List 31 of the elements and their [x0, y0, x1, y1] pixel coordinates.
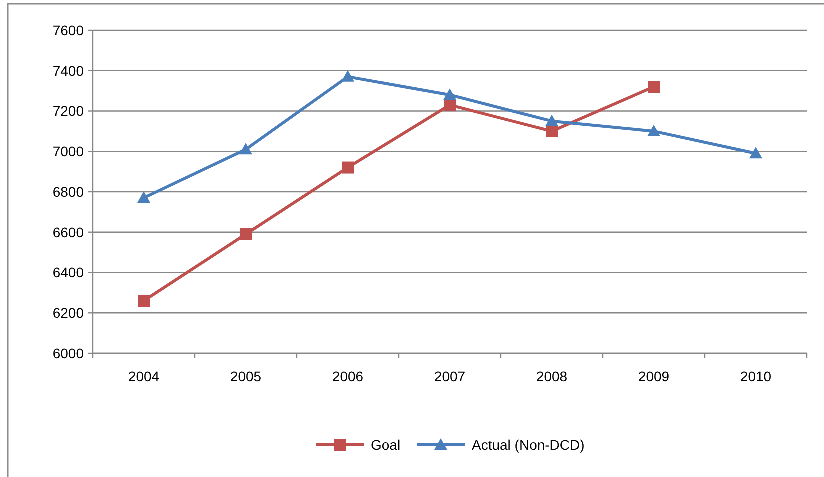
- y-tick-label: 6600: [52, 224, 84, 240]
- y-tick-label: 6200: [52, 305, 84, 322]
- point: [138, 192, 150, 204]
- y-tick-label: 7000: [52, 144, 84, 160]
- y-tick-label: 6000: [52, 345, 84, 362]
- point: [240, 143, 252, 155]
- x-tick-label: 2004: [128, 368, 160, 384]
- point: [240, 228, 252, 240]
- x-tick-label: 2010: [740, 368, 772, 384]
- x-tick-label: 2007: [434, 368, 466, 384]
- point: [342, 162, 354, 174]
- point: [444, 99, 456, 112]
- y-tick-label: 6400: [52, 264, 84, 281]
- point: [546, 114, 558, 126]
- point: [342, 70, 354, 82]
- legend-label: Actual (Non-DCD): [472, 436, 585, 453]
- x-tick-label: 2008: [536, 368, 568, 384]
- point: [648, 124, 660, 136]
- x-tick-label: 2006: [332, 368, 364, 384]
- point: [648, 81, 660, 94]
- point: [138, 295, 150, 308]
- legend-label: Goal: [371, 436, 401, 453]
- y-tick-label: 7400: [52, 62, 84, 79]
- x-tick-label: 2005: [230, 368, 262, 384]
- point: [444, 88, 456, 100]
- y-tick-label: 7600: [52, 22, 84, 38]
- point: [750, 147, 762, 159]
- point: [546, 125, 558, 138]
- y-tick-label: 6800: [52, 184, 84, 200]
- x-tick-label: 2009: [638, 368, 670, 384]
- y-tick-label: 7200: [52, 103, 84, 120]
